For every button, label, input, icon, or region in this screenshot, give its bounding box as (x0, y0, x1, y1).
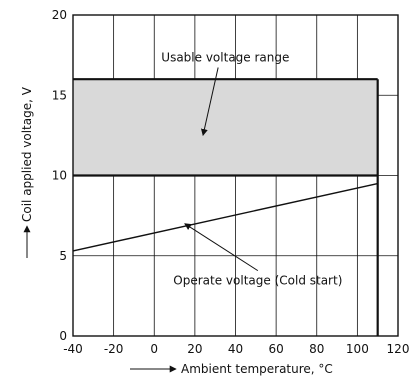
y-tick-label-0: 0 (59, 329, 67, 343)
y-tick-label-4: 20 (52, 8, 67, 22)
x-tick-label-8: 120 (387, 342, 410, 356)
x-tick-label-6: 80 (309, 342, 324, 356)
series-line-operate-voltage (72, 182, 378, 252)
plot-border (72, 14, 399, 337)
usable-range-fill (73, 79, 378, 176)
annotation-label-1: Operate voltage (Cold start) (173, 274, 342, 288)
annotation-arrow-0 (200, 67, 219, 137)
x-axis-title: Ambient temperature, °C (181, 362, 333, 376)
x-tick-label-0: -40 (63, 342, 83, 356)
y-tick-label-3: 15 (52, 88, 67, 102)
usable-range-area (73, 78, 378, 177)
plot-frame (72, 14, 399, 337)
x-tick-label-3: 20 (187, 342, 202, 356)
y-tick-label-1: 5 (59, 249, 67, 263)
series-layer (72, 79, 379, 336)
x-tick-label-2: 0 (150, 342, 158, 356)
annotation-label-0: Usable voltage range (161, 51, 289, 65)
annotations: Usable voltage range Operate voltage (Col… (161, 51, 342, 288)
x-tick-label-5: 60 (268, 342, 283, 356)
y-axis-title: Coil applied voltage, V (20, 86, 34, 222)
annotation-arrow-1 (184, 223, 259, 272)
y-tick-labels: 0 5 10 15 20 (52, 8, 67, 343)
x-tick-label-4: 40 (228, 342, 243, 356)
x-tick-label-1: -20 (104, 342, 124, 356)
x-tick-label-7: 100 (346, 342, 369, 356)
x-tick-labels: -40 -20 0 20 40 60 80 100 120 (63, 342, 409, 356)
y-tick-label-2: 10 (52, 169, 67, 183)
